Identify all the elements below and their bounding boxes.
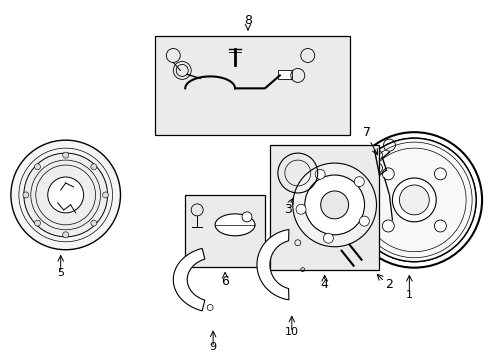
Text: 7: 7 [362, 126, 370, 139]
Bar [155, 36, 349, 135]
Circle shape [320, 191, 348, 219]
Circle shape [91, 164, 97, 170]
Bar [269, 145, 379, 270]
Text: 3: 3 [284, 203, 291, 216]
Polygon shape [173, 248, 204, 311]
Text: 6: 6 [221, 275, 228, 288]
Text: 5: 5 [57, 267, 64, 278]
Circle shape [295, 204, 305, 214]
Bar [277, 71, 291, 80]
Circle shape [399, 185, 428, 215]
Circle shape [11, 140, 120, 250]
Circle shape [392, 178, 435, 222]
Text: 4: 4 [320, 278, 328, 291]
Text: 2: 2 [385, 278, 392, 291]
Circle shape [24, 153, 107, 237]
Ellipse shape [215, 214, 254, 236]
Circle shape [382, 168, 393, 180]
Text: 10: 10 [284, 327, 298, 337]
Bar [185, 195, 264, 267]
Circle shape [23, 192, 29, 198]
Circle shape [242, 212, 251, 222]
Circle shape [433, 168, 446, 180]
Circle shape [102, 192, 108, 198]
Circle shape [354, 177, 364, 186]
Circle shape [48, 177, 83, 213]
Circle shape [62, 232, 68, 238]
Circle shape [91, 220, 97, 226]
Polygon shape [257, 229, 288, 300]
Circle shape [315, 169, 325, 179]
Circle shape [352, 138, 475, 262]
Circle shape [382, 220, 393, 232]
Circle shape [433, 220, 446, 232]
Text: 8: 8 [244, 14, 251, 27]
Circle shape [62, 152, 68, 158]
Text: 1: 1 [405, 289, 412, 300]
Circle shape [359, 216, 368, 226]
Text: 9: 9 [209, 342, 216, 352]
Circle shape [292, 163, 376, 247]
Circle shape [323, 233, 333, 243]
Circle shape [35, 220, 41, 226]
Circle shape [35, 164, 41, 170]
Circle shape [304, 175, 364, 235]
